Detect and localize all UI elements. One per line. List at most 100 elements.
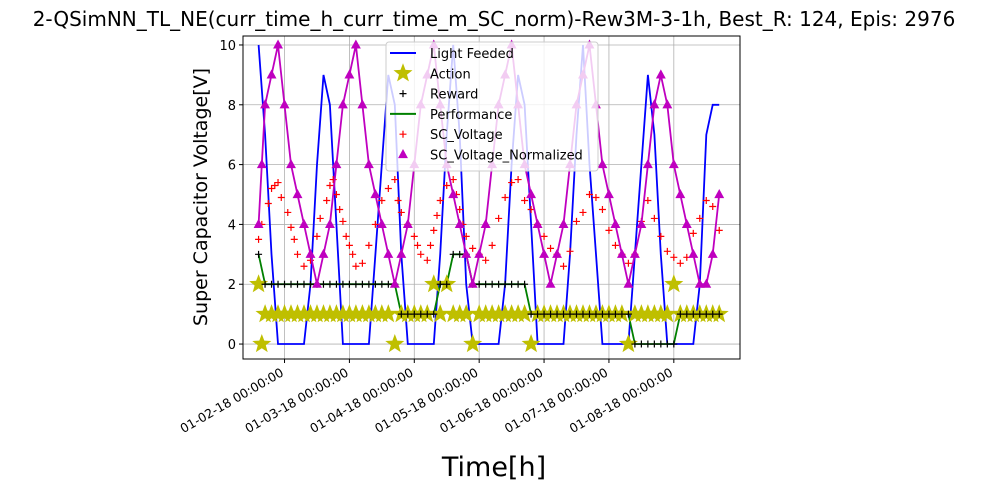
plus-point — [287, 280, 295, 288]
plus-point — [527, 310, 535, 318]
legend-item: Performance — [390, 108, 512, 123]
y-tick-label: 8 — [228, 99, 236, 114]
plus-point — [313, 232, 321, 240]
plus-point — [274, 280, 282, 288]
triangle-point — [558, 218, 569, 228]
plus-point — [495, 280, 503, 288]
plus-point — [342, 232, 350, 240]
plus-point — [397, 208, 405, 216]
plus-point — [566, 247, 574, 255]
plus-point — [300, 262, 308, 270]
triangle-point — [616, 248, 627, 258]
triangle-point — [701, 278, 712, 288]
plus-point — [650, 214, 658, 222]
plus-point — [277, 194, 285, 201]
plus-point — [339, 280, 347, 288]
plus-point — [501, 280, 509, 288]
plus-point — [394, 196, 402, 204]
plus-point — [657, 232, 665, 240]
triangle-point — [383, 248, 394, 258]
plus-point — [540, 310, 548, 318]
triangle-point — [629, 248, 640, 258]
triangle-point — [448, 189, 459, 199]
plus-point — [644, 196, 652, 204]
plus-point — [715, 226, 723, 234]
plus-point — [469, 244, 477, 252]
triangle-point — [253, 218, 264, 228]
plus-point — [430, 226, 438, 234]
plus-point — [436, 196, 444, 204]
plus-point — [345, 280, 353, 288]
plus-point — [255, 250, 263, 258]
y-tick-label: 2 — [228, 278, 236, 293]
plus-point — [482, 280, 490, 288]
plus-point — [456, 205, 464, 213]
plus-point — [284, 208, 292, 216]
triangle-point — [305, 248, 316, 258]
triangle-point — [324, 218, 335, 228]
plus-point — [670, 253, 678, 261]
plus-point — [349, 250, 357, 258]
action-point — [252, 334, 272, 353]
plus-point — [585, 310, 593, 318]
plus-point — [287, 223, 295, 231]
x-tick-label: 01-02-18 00:00:00 — [177, 365, 286, 436]
plus-point — [410, 310, 418, 318]
triangle-point — [539, 248, 550, 258]
plus-point — [508, 179, 516, 187]
plus-point — [294, 280, 302, 288]
plus-point — [423, 256, 431, 264]
series-light-feeded — [257, 44, 720, 345]
series-layer — [249, 39, 729, 353]
legend-item: Light Feeded — [390, 47, 514, 62]
y-axis-label: Super Capacitor Voltage[V] — [190, 68, 212, 326]
plus-point — [644, 340, 652, 348]
plus-point — [261, 280, 269, 288]
plus-point — [637, 340, 645, 348]
legend-label: Action — [430, 67, 471, 82]
plus-point — [598, 205, 606, 213]
plus-point — [521, 196, 529, 204]
plus-point — [534, 310, 542, 318]
plus-point — [264, 199, 272, 207]
triangle-point — [474, 248, 485, 258]
plus-point — [443, 280, 451, 288]
plus-point — [323, 196, 331, 204]
plus-point — [443, 182, 451, 190]
triangle-point — [279, 99, 290, 109]
triangle-point — [260, 99, 271, 109]
action-point — [385, 334, 405, 353]
triangle-point — [292, 189, 303, 199]
plus-point — [462, 232, 470, 240]
legend-swatch — [399, 90, 407, 98]
plus-point — [371, 280, 379, 288]
triangle-point — [402, 218, 413, 228]
plus-point — [281, 280, 289, 288]
plus-point — [553, 310, 561, 318]
action-point — [618, 334, 638, 353]
plus-point — [579, 310, 587, 318]
plus-point — [605, 226, 613, 234]
plus-point — [268, 280, 276, 288]
plus-point — [433, 211, 441, 219]
plus-point — [449, 176, 457, 184]
plus-point — [306, 280, 314, 288]
triangle-point — [396, 248, 407, 258]
y-tick-label: 4 — [228, 218, 236, 233]
plus-point — [391, 176, 399, 184]
plus-point — [631, 340, 639, 348]
action-point — [521, 334, 541, 353]
triangle-point — [337, 99, 348, 109]
x-axis-label: Time[h] — [441, 452, 546, 483]
y-tick-label: 0 — [228, 338, 236, 353]
plus-point — [339, 217, 347, 225]
triangle-point — [649, 99, 660, 109]
series-line — [257, 44, 720, 345]
action-point — [657, 304, 677, 323]
plus-point — [332, 280, 340, 288]
action-point — [456, 304, 476, 323]
plus-point — [417, 250, 425, 258]
action-point — [249, 274, 269, 293]
plus-point — [540, 232, 548, 240]
plus-point — [268, 185, 276, 193]
